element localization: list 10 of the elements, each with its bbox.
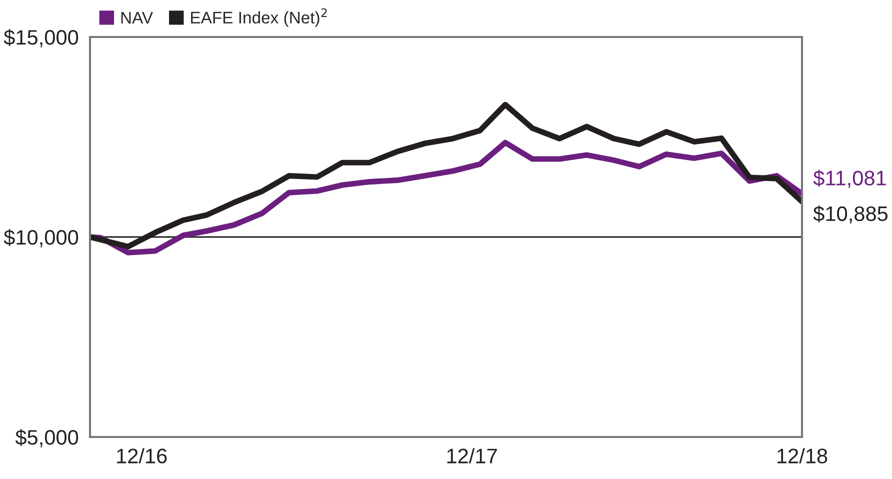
- legend-label: EAFE Index (Net)$^{2}$: [191, 8, 327, 27]
- annotation: $11,081: [813, 170, 886, 188]
- y-tick-label: $5,000: [15, 429, 78, 448]
- legend-label: NAV: [121, 12, 153, 24]
- y-tick-label: $10,000: [4, 229, 78, 248]
- y-tick-label: $15,000: [4, 29, 78, 48]
- x-tick-label: 12/18: [778, 448, 828, 464]
- x-tick-label: 12/16: [117, 448, 167, 464]
- x-tick-label: 12/17: [447, 448, 497, 464]
- annotation: $10,885: [813, 205, 888, 224]
